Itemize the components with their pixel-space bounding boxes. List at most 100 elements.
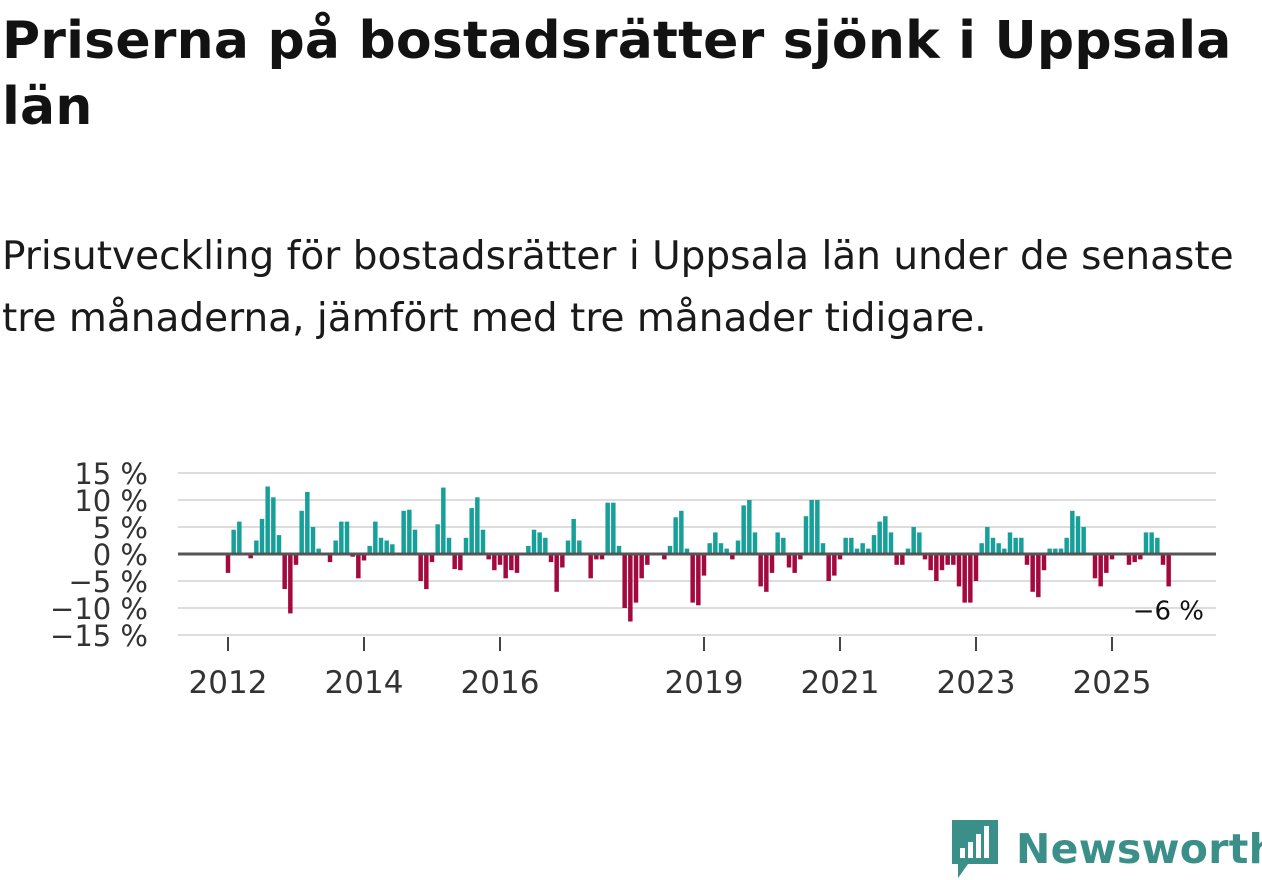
bar	[458, 554, 463, 571]
bar	[1132, 554, 1137, 563]
bar	[1166, 554, 1171, 587]
x-tick-label: 2012	[189, 665, 268, 701]
bar	[888, 532, 894, 554]
bar	[1064, 537, 1069, 554]
bar	[339, 521, 344, 554]
bar	[293, 554, 299, 565]
bar	[452, 554, 457, 570]
bar	[894, 554, 899, 565]
x-tick-label: 2025	[1073, 665, 1152, 701]
bar	[1138, 554, 1143, 560]
bar	[344, 521, 350, 554]
bar	[356, 554, 361, 579]
y-tick-label: −10 %	[50, 592, 148, 626]
bar	[798, 554, 803, 560]
bar	[548, 554, 554, 563]
bar	[424, 554, 429, 590]
bar	[832, 554, 837, 576]
bar	[1070, 510, 1075, 554]
bar	[996, 543, 1001, 554]
bar	[662, 554, 667, 560]
bar	[1036, 554, 1041, 598]
bar	[492, 554, 497, 571]
bar	[730, 554, 735, 560]
bar	[837, 554, 843, 560]
bar	[475, 497, 480, 554]
bar	[1160, 554, 1166, 565]
gridlines	[178, 472, 1216, 636]
bar	[1098, 554, 1103, 587]
bar	[497, 554, 503, 565]
bar	[418, 554, 423, 581]
bar	[310, 527, 316, 554]
bar	[463, 537, 469, 554]
bar	[605, 502, 610, 554]
bar	[866, 548, 871, 554]
bar	[979, 543, 984, 554]
bar	[327, 554, 333, 563]
bar	[809, 500, 814, 554]
bar	[968, 554, 973, 603]
x-tick-label: 2023	[937, 665, 1016, 701]
bar	[741, 505, 746, 554]
bars	[225, 486, 1171, 622]
bar	[871, 535, 877, 554]
bar	[1075, 516, 1081, 554]
bar	[917, 532, 922, 554]
bar	[934, 554, 939, 581]
bar	[707, 543, 712, 554]
bar	[911, 527, 916, 554]
bar	[622, 554, 627, 608]
bar	[792, 554, 797, 573]
bar	[503, 554, 508, 579]
bar	[1155, 537, 1160, 554]
bar	[1024, 554, 1030, 565]
y-tick-label: 15 %	[74, 457, 148, 491]
bar	[667, 545, 673, 554]
bar	[248, 554, 253, 559]
bar	[985, 527, 990, 554]
bar	[1109, 554, 1115, 560]
bar	[764, 554, 769, 592]
x-tick-label: 2016	[461, 665, 540, 701]
bar	[282, 554, 287, 590]
bar	[951, 554, 956, 565]
bar	[480, 529, 486, 554]
bar	[724, 548, 729, 554]
bar	[1030, 554, 1035, 592]
bar	[945, 554, 950, 565]
bar	[877, 521, 882, 554]
bar	[276, 535, 282, 554]
brand-name: Newsworthy	[1016, 825, 1262, 873]
bar	[611, 502, 616, 554]
bar	[543, 537, 548, 554]
bar	[1013, 537, 1018, 554]
bar	[384, 540, 389, 554]
bar	[469, 508, 474, 554]
bar	[990, 537, 996, 554]
bar	[803, 516, 809, 554]
bar	[237, 521, 242, 554]
bar	[441, 487, 446, 554]
bar	[265, 486, 270, 554]
bar	[1007, 532, 1013, 554]
bar	[843, 537, 848, 554]
bar-chart-speech-icon	[952, 820, 998, 878]
bar	[577, 540, 582, 554]
bar	[735, 540, 741, 554]
bar	[673, 517, 678, 554]
bar	[361, 554, 367, 561]
bar	[849, 537, 854, 554]
bar	[860, 543, 865, 554]
bar	[1019, 537, 1024, 554]
bar	[645, 554, 650, 565]
bar	[531, 529, 537, 554]
bar	[928, 554, 933, 571]
bar	[820, 543, 826, 554]
bar	[1041, 554, 1047, 571]
x-axis-ticks: 2012 2014 2016 2019 2021 2023 2025	[189, 637, 1152, 701]
bar	[565, 540, 571, 554]
bar	[305, 491, 310, 554]
bar	[905, 548, 911, 554]
bar	[713, 532, 718, 554]
